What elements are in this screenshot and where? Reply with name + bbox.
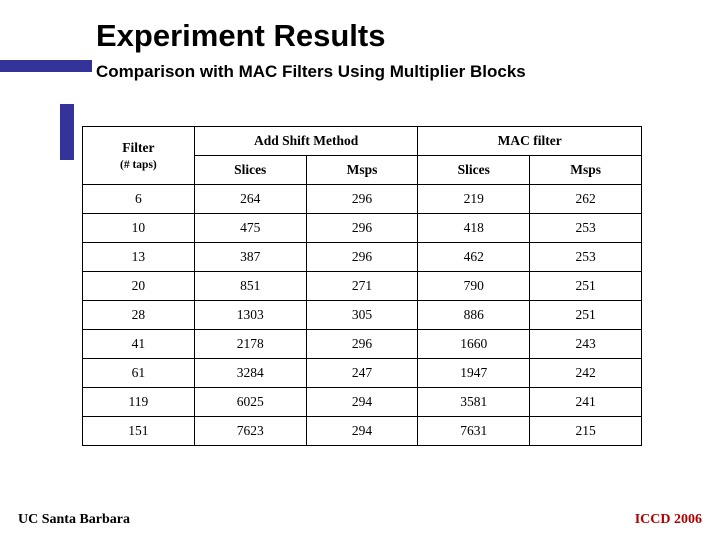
table-row: 6264296219262: [83, 185, 642, 214]
table-cell-mac_msps: 241: [530, 388, 642, 417]
table-cell-mac_msps: 253: [530, 243, 642, 272]
table-cell-as_msps: 296: [306, 214, 418, 243]
sub-header-as-msps: Msps: [306, 156, 418, 185]
table-header-row-1: Filter (# taps) Add Shift Method MAC fil…: [83, 127, 642, 156]
table-body: 6264296219262104752964182531338729646225…: [83, 185, 642, 446]
table-cell-mac_slices: 462: [418, 243, 530, 272]
table-cell-mac_msps: 243: [530, 330, 642, 359]
table-cell-mac_msps: 251: [530, 301, 642, 330]
table-cell-mac_slices: 219: [418, 185, 530, 214]
sub-header-as-slices: Slices: [194, 156, 306, 185]
table-cell-as_slices: 851: [194, 272, 306, 301]
table-cell-as_msps: 296: [306, 330, 418, 359]
table-cell-taps: 61: [83, 359, 195, 388]
results-table-container: Filter (# taps) Add Shift Method MAC fil…: [82, 126, 642, 446]
table-cell-mac_msps: 253: [530, 214, 642, 243]
table-cell-as_msps: 247: [306, 359, 418, 388]
table-row: 15176232947631215: [83, 417, 642, 446]
table-cell-mac_msps: 262: [530, 185, 642, 214]
page-title: Experiment Results: [96, 18, 385, 54]
table-row: 20851271790251: [83, 272, 642, 301]
table-cell-taps: 28: [83, 301, 195, 330]
table-cell-mac_slices: 886: [418, 301, 530, 330]
table-cell-as_msps: 296: [306, 185, 418, 214]
page-subtitle: Comparison with MAC Filters Using Multip…: [96, 62, 526, 82]
table-cell-taps: 151: [83, 417, 195, 446]
table-cell-as_msps: 294: [306, 388, 418, 417]
table-cell-mac_msps: 242: [530, 359, 642, 388]
table-cell-as_slices: 6025: [194, 388, 306, 417]
table-cell-taps: 13: [83, 243, 195, 272]
results-table: Filter (# taps) Add Shift Method MAC fil…: [82, 126, 642, 446]
table-row: 4121782961660243: [83, 330, 642, 359]
col-header-filter-line2: (# taps): [120, 159, 157, 171]
table-cell-mac_slices: 1947: [418, 359, 530, 388]
footer-left: UC Santa Barbara: [18, 512, 130, 528]
table-cell-as_slices: 7623: [194, 417, 306, 446]
table-row: 10475296418253: [83, 214, 642, 243]
accent-bar-horizontal: [0, 60, 92, 72]
table-row: 13387296462253: [83, 243, 642, 272]
group-header-add-shift: Add Shift Method: [194, 127, 418, 156]
table-cell-taps: 41: [83, 330, 195, 359]
table-cell-mac_slices: 418: [418, 214, 530, 243]
table-cell-taps: 6: [83, 185, 195, 214]
table-cell-as_slices: 2178: [194, 330, 306, 359]
table-cell-mac_slices: 3581: [418, 388, 530, 417]
table-cell-mac_slices: 790: [418, 272, 530, 301]
col-header-filter-line1: Filter: [122, 140, 154, 155]
table-row: 6132842471947242: [83, 359, 642, 388]
table-cell-as_msps: 271: [306, 272, 418, 301]
table-cell-taps: 119: [83, 388, 195, 417]
table-cell-mac_slices: 1660: [418, 330, 530, 359]
table-cell-as_msps: 305: [306, 301, 418, 330]
table-row: 11960252943581241: [83, 388, 642, 417]
table-cell-taps: 20: [83, 272, 195, 301]
footer-right: ICCD 2006: [635, 512, 702, 528]
accent-bar-vertical: [60, 104, 74, 160]
table-row: 281303305886251: [83, 301, 642, 330]
table-cell-as_slices: 475: [194, 214, 306, 243]
col-header-filter: Filter (# taps): [83, 127, 195, 185]
sub-header-mac-slices: Slices: [418, 156, 530, 185]
table-cell-as_slices: 3284: [194, 359, 306, 388]
group-header-mac: MAC filter: [418, 127, 642, 156]
table-cell-as_msps: 296: [306, 243, 418, 272]
table-cell-mac_msps: 215: [530, 417, 642, 446]
table-cell-as_msps: 294: [306, 417, 418, 446]
table-cell-mac_msps: 251: [530, 272, 642, 301]
table-cell-as_slices: 1303: [194, 301, 306, 330]
table-cell-as_slices: 264: [194, 185, 306, 214]
table-cell-as_slices: 387: [194, 243, 306, 272]
table-cell-taps: 10: [83, 214, 195, 243]
sub-header-mac-msps: Msps: [530, 156, 642, 185]
table-cell-mac_slices: 7631: [418, 417, 530, 446]
